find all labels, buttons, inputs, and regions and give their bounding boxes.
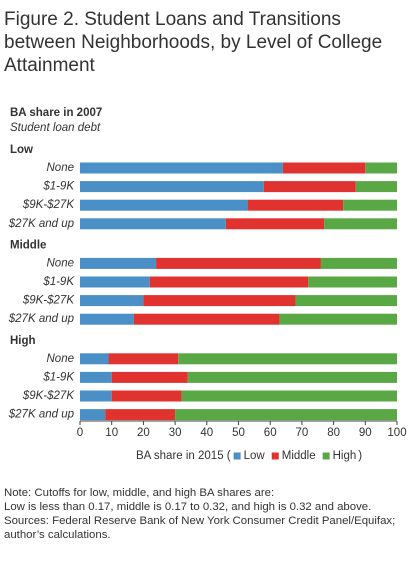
legend-swatch	[271, 452, 279, 460]
bar-segment	[181, 390, 397, 402]
bar-segment	[80, 181, 264, 193]
legend-label: High	[333, 450, 357, 462]
bar-segment	[178, 353, 397, 365]
legend-label: Middle	[282, 450, 316, 462]
bar-segment	[282, 162, 366, 174]
y-axis-title: BA share in 2007	[10, 107, 102, 119]
y-tick-label: $1-9K	[42, 276, 75, 288]
y-tick-label: $27K and up	[8, 218, 75, 230]
y-tick-label: None	[47, 353, 75, 365]
bar-segment	[80, 218, 226, 230]
y-tick-label: None	[47, 257, 75, 269]
bar-segment	[308, 276, 397, 288]
chart: BA share in 2007 Student loan debt Low No…	[8, 107, 407, 462]
bar-segment	[365, 162, 397, 174]
legend-swatch	[322, 452, 330, 460]
bar-segment	[320, 257, 397, 269]
x-tick-label: 90	[359, 427, 372, 439]
x-tick-label: 30	[169, 427, 182, 439]
bar-segment	[324, 218, 397, 230]
bar-segment	[343, 199, 397, 211]
bar-segment	[149, 276, 309, 288]
bar-segment	[80, 353, 109, 365]
bar-segment	[187, 371, 397, 383]
x-tick-label: 50	[232, 427, 245, 439]
bar-segment	[248, 199, 344, 211]
bar-segment	[111, 371, 188, 383]
bar-segment	[105, 409, 176, 421]
bar-segment	[80, 409, 106, 421]
x-axis-title: BA share in 2015 (	[136, 450, 231, 462]
bar-segment	[80, 313, 134, 325]
y-tick-label: $1-9K	[42, 371, 75, 383]
y-tick-label: $1-9K	[42, 181, 75, 193]
bar-segment	[175, 409, 397, 421]
group-label: Middle	[10, 239, 46, 251]
bar-segment	[80, 390, 112, 402]
x-tick-label: 100	[387, 427, 406, 439]
note-line: Note: Cutoffs for low, middle, and high …	[4, 487, 275, 499]
y-tick-label: $27K and up	[8, 409, 75, 421]
notes: Note: Cutoffs for low, middle, and high …	[4, 486, 416, 542]
y-tick-label: $9K-$27K	[22, 199, 75, 211]
y-axis-subtitle: Student loan debt	[10, 122, 101, 134]
bar-segment	[80, 257, 157, 269]
bar-segment	[80, 371, 112, 383]
note-line: Low is less than 0.17, middle is 0.17 to…	[4, 501, 372, 513]
bar-segment	[156, 257, 321, 269]
x-axis-title-end: )	[358, 450, 362, 462]
x-tick-label: 0	[77, 427, 83, 439]
x-tick-label: 80	[327, 427, 340, 439]
x-tick-label: 20	[137, 427, 150, 439]
bar-segment	[143, 295, 296, 307]
chart-title: Figure 2. Student Loans and Transitions …	[4, 9, 383, 76]
y-tick-label: $27K and up	[8, 313, 75, 325]
bar-segment	[108, 353, 179, 365]
bar-segment	[279, 313, 397, 325]
legend-swatch	[233, 452, 241, 460]
y-tick-label: $9K-$27K	[22, 390, 75, 402]
bar-segment	[263, 181, 356, 193]
bar-segment	[295, 295, 397, 307]
y-tick-label: None	[47, 162, 75, 174]
group-label: High	[10, 335, 36, 347]
bar-segment	[80, 295, 144, 307]
bar-segment	[80, 199, 249, 211]
group-label: Low	[10, 144, 33, 156]
legend-label: Low	[244, 450, 266, 462]
note-line: Sources: Federal Reserve Bank of New Yor…	[4, 515, 396, 541]
bar-segment	[133, 313, 280, 325]
x-tick-label: 60	[264, 427, 277, 439]
x-tick-label: 40	[200, 427, 213, 439]
x-tick-label: 70	[296, 427, 309, 439]
x-tick-label: 10	[105, 427, 118, 439]
bar-segment	[355, 181, 397, 193]
bar-segment	[80, 162, 283, 174]
bar-segment	[225, 218, 325, 230]
bar-segment	[111, 390, 182, 402]
y-tick-label: $9K-$27K	[22, 295, 75, 307]
bar-segment	[80, 276, 150, 288]
